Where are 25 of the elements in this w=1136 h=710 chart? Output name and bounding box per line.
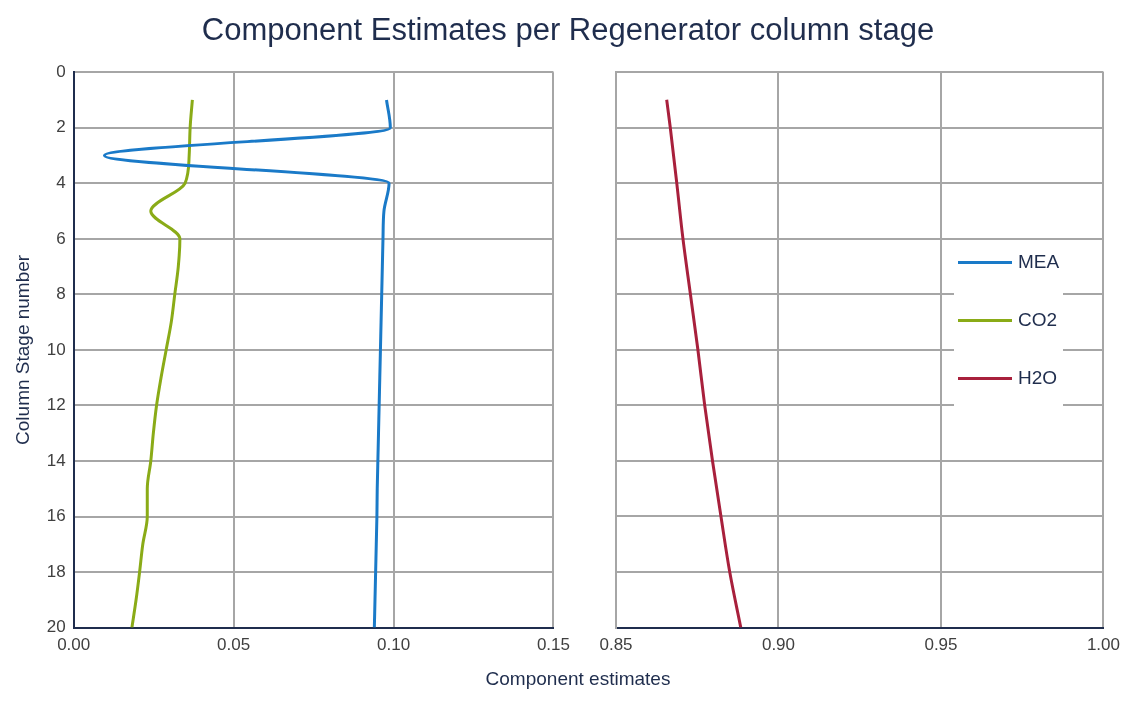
x-tick-label: 0.00 [57, 635, 91, 655]
chart-title: Component Estimates per Regenerator column stage [200, 12, 936, 48]
legend-label: MEA [1018, 251, 1060, 273]
legend-label: CO2 [1018, 309, 1058, 331]
y-tick-label: 10 [46, 339, 66, 359]
y-tick-label: 4 [56, 172, 66, 192]
y-tick-label: 18 [46, 561, 66, 581]
x-tick-label: 0.95 [924, 635, 958, 655]
x-tick-label: 0.90 [761, 635, 796, 655]
x-tick-label: 0.85 [599, 635, 633, 655]
y-tick-label: 6 [56, 228, 66, 248]
y-tick-label: 16 [46, 506, 66, 526]
y-tick-label: 14 [46, 450, 66, 470]
x-axis-title: Component estimates [484, 668, 672, 690]
y-tick-label: 20 [46, 617, 66, 637]
y-tick-label: 12 [46, 395, 66, 415]
y-tick-label: 2 [56, 117, 66, 137]
y-tick-label: 0 [56, 61, 66, 81]
x-tick-label: 0.15 [536, 635, 570, 655]
x-tick-label: 0.10 [376, 635, 411, 655]
y-axis-title: Column Stage number [11, 254, 33, 445]
x-tick-label: 1.00 [1086, 635, 1120, 655]
x-tick-label: 0.05 [217, 635, 251, 655]
y-tick-label: 8 [56, 284, 66, 304]
legend-label: H2O [1018, 367, 1058, 389]
